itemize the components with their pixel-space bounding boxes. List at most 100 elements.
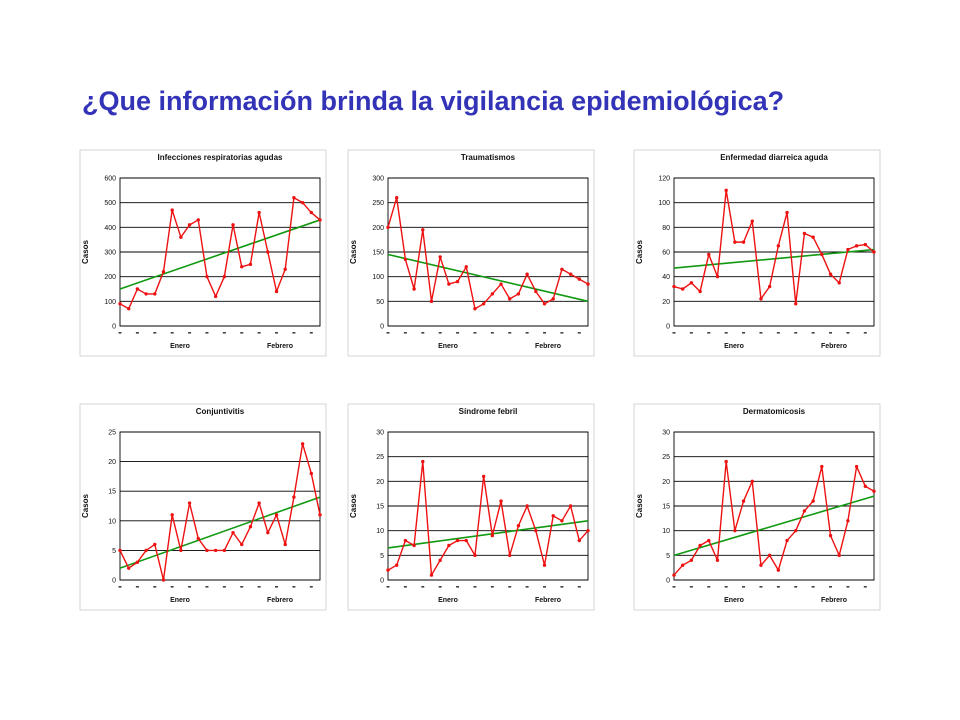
y-tick-label: 5 (666, 553, 670, 560)
y-axis-label: Casos (635, 493, 644, 518)
x-tick-mark (292, 332, 296, 334)
data-point (481, 474, 486, 479)
data-line (387, 197, 589, 310)
x-tick-mark (560, 332, 564, 334)
x-tick-mark (438, 586, 442, 588)
data-point (854, 464, 859, 469)
data-point (161, 578, 166, 582)
x-tick-mark (275, 586, 279, 588)
x-tick-mark (205, 586, 209, 588)
data-point (144, 292, 148, 296)
data-point (161, 270, 166, 274)
data-point (534, 289, 538, 294)
data-point (759, 563, 763, 567)
x-tick-mark (543, 586, 547, 588)
chart-frame (79, 403, 327, 611)
chart-title: Enfermedad diarreica aguda (720, 153, 828, 162)
data-point (464, 265, 468, 269)
data-point (759, 297, 763, 301)
y-axis-label: Casos (349, 239, 358, 264)
plot-area (119, 431, 321, 581)
y-tick-label: 400 (104, 225, 116, 232)
x-tick-mark (490, 586, 494, 588)
x-tick-mark (309, 586, 313, 588)
x-tick-mark (153, 586, 157, 588)
data-point (854, 244, 859, 248)
data-point (672, 284, 676, 289)
y-tick-label: 15 (108, 489, 116, 496)
data-point (837, 553, 841, 558)
data-point (733, 528, 737, 533)
y-tick-label: 10 (108, 518, 116, 525)
data-point (248, 525, 253, 529)
data-point (551, 297, 555, 301)
x-tick-mark (135, 332, 139, 334)
y-tick-label: 0 (112, 578, 116, 585)
chart-conjuntivitis: Conjuntivitis Casos 0 5 10 15 20 25 Enero Febrero (78, 402, 328, 612)
chart-frame (347, 403, 595, 611)
x-tick-mark (386, 586, 390, 588)
data-point (707, 252, 711, 257)
data-point (283, 542, 287, 547)
data-point (205, 274, 209, 279)
data-point (274, 289, 279, 294)
x-tick-mark (672, 332, 676, 334)
y-tick-label: 200 (372, 225, 384, 232)
data-point (153, 542, 157, 547)
chart-enfermedad-diarreica: Enfermedad diarreica aguda Casos 0 20 40 60 80… (632, 148, 882, 358)
data-point (750, 219, 754, 223)
y-tick-label: 15 (376, 504, 384, 511)
x-tick-mark (829, 332, 833, 334)
x-tick-mark (689, 586, 693, 588)
x-tick-mark (421, 586, 425, 588)
data-point (464, 538, 468, 543)
data-point (586, 282, 590, 286)
x-tick-mark (292, 586, 296, 588)
data-point (733, 240, 737, 244)
x-tick-mark (135, 586, 139, 588)
chart-title: Dermatomicosis (743, 407, 806, 416)
data-point (266, 530, 270, 535)
x-tick-mark (525, 332, 529, 334)
x-tick-mark (153, 332, 157, 334)
data-point (403, 538, 408, 543)
x-tick-mark (577, 332, 581, 334)
x-month-label: Febrero (535, 343, 561, 350)
data-point (534, 528, 538, 533)
data-point (724, 188, 728, 193)
data-point (231, 223, 235, 227)
trend-line (673, 248, 875, 269)
data-point (785, 538, 789, 543)
y-tick-label: 150 (372, 250, 384, 257)
data-point (490, 533, 495, 538)
data-point (525, 272, 529, 276)
data-point (266, 250, 270, 254)
data-point (776, 244, 781, 248)
y-tick-label: 50 (376, 299, 384, 306)
y-tick-label: 30 (662, 430, 670, 437)
data-point (309, 210, 314, 215)
data-point (222, 274, 227, 279)
x-month-label: Febrero (267, 343, 293, 350)
data-point (767, 284, 772, 289)
trend-line (673, 495, 875, 557)
y-axis-label: Casos (81, 239, 90, 264)
data-point (568, 504, 573, 508)
data-point (126, 566, 131, 570)
plot-area (673, 431, 875, 581)
data-point (447, 282, 451, 286)
y-tick-label: 10 (662, 528, 670, 535)
y-tick-label: 0 (380, 578, 384, 585)
chart-frame (633, 403, 881, 611)
data-point (179, 548, 183, 553)
y-tick-label: 100 (658, 200, 670, 207)
chart-svg: Síndrome febril Casos 0 5 10 15 20 25 30 Enero Feb… (347, 403, 595, 611)
data-point (767, 553, 772, 558)
data-point (680, 287, 685, 291)
data-point (196, 536, 200, 541)
data-point (187, 223, 192, 227)
x-tick-mark (456, 332, 460, 334)
data-point (300, 200, 305, 205)
x-tick-mark (490, 332, 494, 334)
x-tick-mark (543, 332, 547, 334)
